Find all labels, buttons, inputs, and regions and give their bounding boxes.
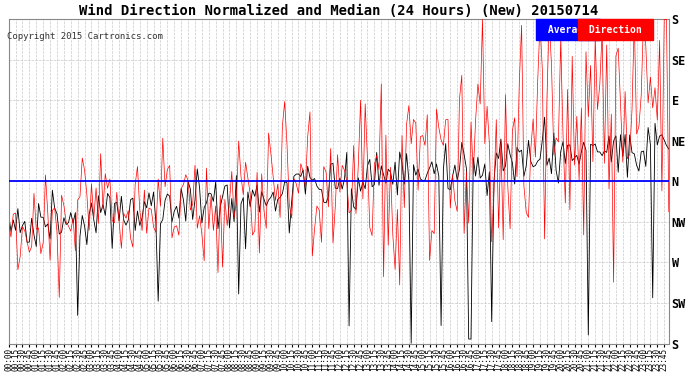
Text: Copyright 2015 Cartronics.com: Copyright 2015 Cartronics.com	[7, 32, 163, 41]
Text: Average: Average	[542, 25, 595, 35]
Text: Direction: Direction	[583, 25, 648, 35]
Title: Wind Direction Normalized and Median (24 Hours) (New) 20150714: Wind Direction Normalized and Median (24…	[79, 4, 598, 18]
